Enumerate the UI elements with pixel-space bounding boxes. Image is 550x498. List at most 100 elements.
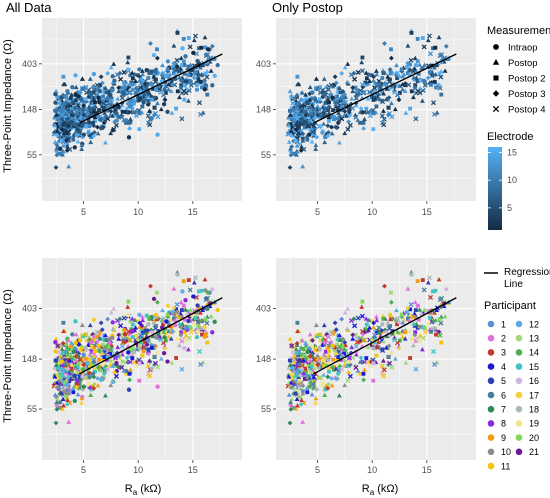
data-point xyxy=(420,36,425,40)
data-point xyxy=(381,338,386,344)
data-point xyxy=(83,337,89,343)
data-point xyxy=(297,361,302,366)
data-point xyxy=(135,343,140,348)
data-point xyxy=(361,120,366,125)
data-point xyxy=(302,376,307,381)
data-point xyxy=(72,369,78,375)
data-point xyxy=(315,103,320,109)
data-point xyxy=(98,117,103,123)
data-point xyxy=(360,82,365,88)
data-point xyxy=(317,90,323,96)
data-point xyxy=(60,341,66,346)
data-point xyxy=(52,123,58,128)
data-point xyxy=(91,344,97,349)
data-point xyxy=(161,350,167,356)
data-point xyxy=(203,297,209,303)
data-point xyxy=(306,369,312,375)
y-tick-label: 55 xyxy=(27,150,37,160)
participant-legend-item: 17 xyxy=(515,390,539,400)
data-point xyxy=(97,99,102,105)
data-point xyxy=(325,385,331,391)
data-point xyxy=(379,328,385,333)
data-point xyxy=(149,82,155,88)
data-point xyxy=(57,405,62,410)
data-point xyxy=(354,339,360,345)
data-point xyxy=(426,275,432,281)
data-point xyxy=(392,106,398,112)
data-point xyxy=(199,288,204,293)
data-point xyxy=(335,342,340,347)
data-point xyxy=(99,376,105,382)
participant-key-dot xyxy=(515,448,523,456)
data-point xyxy=(413,330,418,335)
data-point xyxy=(300,131,306,137)
data-point xyxy=(325,133,331,139)
participant-legend-label: 2 xyxy=(501,334,506,344)
data-point xyxy=(361,371,366,376)
data-point xyxy=(375,96,381,102)
data-point xyxy=(336,360,341,365)
data-point xyxy=(174,57,180,63)
data-point xyxy=(188,82,194,88)
data-point xyxy=(364,106,369,111)
participant-key-dot xyxy=(515,334,523,342)
data-point xyxy=(323,387,328,392)
participant-legend-item: 21 xyxy=(515,447,539,457)
data-point xyxy=(166,87,171,92)
data-point xyxy=(163,330,169,335)
data-point xyxy=(294,341,300,346)
data-point xyxy=(126,387,132,392)
data-point xyxy=(419,310,424,316)
participant-legend-label: 4 xyxy=(501,362,506,372)
data-point xyxy=(300,138,306,143)
data-point xyxy=(362,367,367,372)
data-point xyxy=(208,314,214,319)
data-point xyxy=(342,108,348,114)
measurement-legend-label: Postop 4 xyxy=(508,105,546,116)
data-point xyxy=(360,329,365,334)
data-point xyxy=(369,343,374,348)
data-point xyxy=(317,332,323,337)
data-point xyxy=(52,374,58,379)
data-point xyxy=(86,104,92,109)
participant-key-dot xyxy=(487,405,495,413)
data-point xyxy=(73,92,78,98)
data-point xyxy=(342,95,346,100)
participant-key-dot xyxy=(515,405,523,413)
data-point xyxy=(105,354,110,360)
data-point xyxy=(81,362,86,368)
data-point xyxy=(121,117,127,123)
data-point xyxy=(131,359,137,364)
data-point xyxy=(59,378,65,384)
data-point xyxy=(323,92,328,97)
data-point xyxy=(103,332,108,338)
data-point xyxy=(442,68,448,73)
data-point xyxy=(154,323,158,328)
data-point xyxy=(161,82,166,87)
data-point xyxy=(66,389,71,394)
data-point xyxy=(386,343,392,349)
data-point xyxy=(99,101,105,107)
data-point xyxy=(127,126,132,131)
data-point xyxy=(397,74,402,79)
data-point xyxy=(127,120,132,125)
data-point xyxy=(291,368,297,373)
data-point xyxy=(385,74,391,79)
data-point xyxy=(72,122,77,127)
data-point xyxy=(364,76,369,81)
data-point xyxy=(431,46,435,51)
data-point xyxy=(67,358,73,363)
data-point xyxy=(73,97,79,102)
data-point xyxy=(443,43,449,49)
data-point xyxy=(175,336,180,341)
data-point xyxy=(295,366,300,372)
data-point xyxy=(60,373,65,378)
data-point xyxy=(394,62,399,68)
data-point xyxy=(397,338,402,343)
data-point xyxy=(295,149,300,154)
data-point xyxy=(177,94,182,100)
data-point xyxy=(294,396,300,401)
data-point xyxy=(428,51,433,57)
participant-legend-label: 18 xyxy=(529,405,539,415)
data-point xyxy=(99,80,105,86)
